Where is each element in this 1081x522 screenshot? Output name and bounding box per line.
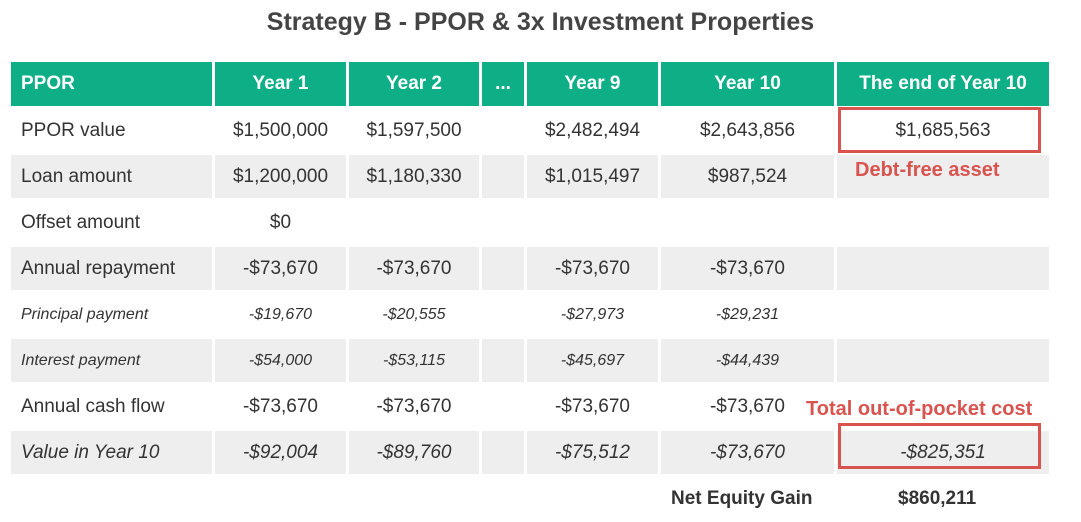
header-cell: Year 10 <box>661 62 834 106</box>
header-cell: The end of Year 10 <box>837 62 1049 106</box>
table-cell <box>349 201 479 244</box>
table-cell: $2,643,856 <box>699 119 796 141</box>
table-cell <box>661 201 834 244</box>
table-cell: -$20,555 <box>382 305 446 323</box>
table-cell: -$73,670 <box>376 395 452 417</box>
table-cell: -$73,670 <box>554 395 630 417</box>
highlight-box-value-year10 <box>838 423 1041 469</box>
table-cell <box>837 201 1049 244</box>
table-cell <box>837 155 1049 198</box>
table-cell <box>482 201 524 244</box>
table-cell: $2,482,494 <box>544 119 641 141</box>
header-cell: Year 1 <box>215 62 346 106</box>
table-cell: -$45,697 <box>527 339 658 382</box>
header-cell: Year 2 <box>349 62 479 106</box>
net-equity-value: $860,211 <box>898 488 977 509</box>
table-cell <box>482 339 524 382</box>
table-cell: -$27,973 <box>560 305 625 323</box>
row-label: PPOR value <box>21 119 126 141</box>
table-cell <box>482 385 524 428</box>
net-equity-label: Net Equity Gain <box>671 488 813 509</box>
header-cell: Year 9 <box>527 62 658 106</box>
table-cell: $1,500,000 <box>232 119 329 141</box>
row-label: Offset amount <box>21 211 140 233</box>
debt-free-annotation: Debt-free asset <box>855 159 1000 181</box>
table-cell: $987,524 <box>661 155 834 198</box>
table-cell <box>482 293 524 336</box>
table-cell <box>482 109 524 152</box>
table-cell: -$89,760 <box>349 431 479 474</box>
table-cell: $1,597,500 <box>366 119 462 141</box>
row-label: Annual repayment <box>11 247 212 290</box>
row-label: Annual cash flow <box>21 395 165 417</box>
table-cell: -$92,004 <box>215 431 346 474</box>
table-cell: $0 <box>269 211 292 233</box>
table-cell: -$29,231 <box>715 305 780 323</box>
row-label: Principal payment <box>21 305 149 323</box>
row-label: Loan amount <box>11 155 212 198</box>
table-cell: $1,685,563 <box>895 119 991 141</box>
table-cell <box>482 431 524 474</box>
highlight-box-ppor-value <box>838 107 1041 153</box>
row-label: Value in Year 10 <box>11 431 212 474</box>
table-cell: -$73,670 <box>527 247 658 290</box>
table-cell <box>837 247 1049 290</box>
table-cell: -$73,670 <box>661 247 834 290</box>
table-cell: -$19,670 <box>248 305 313 323</box>
table-cell: -$75,512 <box>527 431 658 474</box>
table-cell: -$73,670 <box>349 247 479 290</box>
table-cell: -$44,439 <box>661 339 834 382</box>
out-of-pocket-annotation: Total out-of-pocket cost <box>806 398 1033 420</box>
header-cell: PPOR <box>11 62 212 106</box>
table-cell: -$54,000 <box>215 339 346 382</box>
table-cell <box>837 293 1049 336</box>
table-cell: -$73,670 <box>709 395 785 417</box>
table-cell: -$73,670 <box>242 395 318 417</box>
table-cell: $1,015,497 <box>527 155 658 198</box>
row-label: Interest payment <box>11 339 212 382</box>
table-cell <box>527 201 658 244</box>
table-cell <box>837 339 1049 382</box>
page-title: Strategy B - PPOR & 3x Investment Proper… <box>266 8 815 36</box>
table-cell <box>482 247 524 290</box>
table-cell: $1,180,330 <box>349 155 479 198</box>
table-cell: $1,200,000 <box>215 155 346 198</box>
table-cell <box>482 155 524 198</box>
table-cell: -$73,670 <box>215 247 346 290</box>
header-cell: ... <box>482 62 524 106</box>
table-cell: -$53,115 <box>349 339 479 382</box>
table-cell: -$73,670 <box>661 431 834 474</box>
